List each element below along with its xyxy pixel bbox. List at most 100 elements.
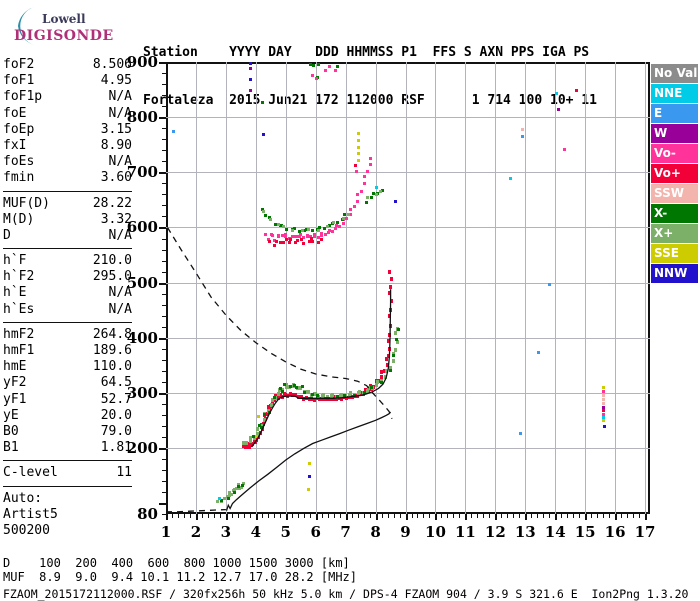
echo-point-F-trace-O-mode [386, 353, 390, 358]
echo-point-second-hop-O-pink [368, 157, 372, 161]
parameter-value: 28.22 [92, 195, 132, 211]
x-minor-tick [543, 514, 545, 518]
noise-echo-point [602, 408, 606, 412]
echo-point-F-trace-O-mode [390, 299, 394, 304]
x-minor-tick [477, 514, 479, 518]
echo-point-F-trace-O-mode [384, 357, 388, 362]
echo-point-F-trace-X-mode-dark [311, 393, 314, 397]
noise-echo-point [602, 412, 606, 416]
gridline-horizontal [166, 392, 650, 394]
echo-point-F-trace-X-mode [331, 393, 335, 398]
parameter-value: 1.81 [100, 440, 132, 456]
x-minor-tick [219, 514, 221, 518]
parameter-label: C-level [3, 465, 58, 481]
echo-point-second-hop-O-pink [356, 193, 360, 197]
x-axis-tick-label: 7 [340, 523, 351, 541]
noise-echo-point [356, 132, 360, 136]
x-minor-tick [369, 514, 371, 518]
x-minor-tick [189, 514, 191, 518]
parameter-label: foF1p [3, 89, 43, 105]
x-minor-tick [261, 514, 263, 518]
parameter-row-hmf2: hmF2 264.8 [3, 327, 132, 343]
noise-echo-point [520, 127, 524, 131]
x-minor-tick [267, 514, 269, 518]
x-major-tick [525, 514, 528, 520]
noise-echo-point [602, 397, 606, 401]
x-minor-tick [207, 514, 209, 518]
noise-echo-point [261, 133, 265, 137]
echo-point-F-trace-X-mode-dark [370, 385, 374, 389]
parameter-value: 189.6 [92, 343, 132, 358]
digisonde-logo: Lowell DIGISONDE [4, 4, 124, 50]
legend-item-x: X- [651, 204, 698, 223]
gridline-horizontal [166, 337, 650, 339]
echo-point-second-hop-O-pink [363, 174, 367, 178]
echo-point-second-hop-O-pink [338, 224, 342, 228]
y-minor-tick [162, 315, 166, 317]
autoscaling-info-line: Artist5 [3, 506, 58, 522]
y-major-tick [159, 282, 166, 285]
noise-echo-point [374, 186, 378, 190]
gridline-horizontal [166, 117, 650, 119]
noise-echo-point [256, 414, 260, 418]
echo-point-second-hop-X-dark [264, 213, 268, 217]
echo-point-second-hop-X-dark [310, 229, 314, 233]
echo-point-second-hop-O-red [316, 240, 320, 244]
echo-point-second-hop-X-dark [268, 216, 272, 220]
x-minor-tick [621, 514, 623, 518]
echo-point-second-hop-X-dark [370, 195, 374, 199]
y-minor-tick [162, 304, 166, 306]
parameter-label: M(D) [3, 211, 35, 227]
x-major-tick [465, 514, 468, 520]
panel-divider [3, 248, 132, 250]
gridline-vertical [375, 62, 377, 514]
echo-point-F-trace-X-mode [263, 418, 267, 423]
gridline-vertical [555, 62, 557, 514]
y-minor-tick [162, 370, 166, 372]
noise-echo-point [519, 432, 523, 436]
echo-point-second-hop-X-light [341, 217, 345, 221]
y-minor-tick [162, 249, 166, 251]
echo-point-second-hop-O-pink [298, 232, 302, 236]
x-minor-tick [339, 514, 341, 518]
noise-echo-point [520, 134, 524, 138]
echo-point-second-hop-O-red [296, 239, 300, 243]
legend-item-nnw: NNW [651, 264, 698, 283]
echo-point-F-trace-O-mode [387, 314, 391, 319]
file-info-line: FZAOM_2015172112000.RSF / 320fx256h 50 k… [3, 587, 689, 601]
echo-point-second-hop-X-dark [261, 208, 265, 212]
y-axis-tick-label: 800 [126, 108, 158, 127]
panel-divider [3, 321, 132, 323]
parameter-value: N/A [108, 301, 132, 317]
y-minor-tick [162, 84, 166, 86]
echo-point-F-trace-X-mode-dark [267, 410, 271, 414]
x-minor-tick [639, 514, 641, 518]
noise-echo-point [394, 200, 398, 204]
x-major-tick [195, 514, 198, 520]
echo-point-E-region-echoes-dark [240, 483, 244, 487]
x-minor-tick [603, 514, 605, 518]
x-minor-tick [447, 514, 449, 518]
x-minor-tick [513, 514, 515, 518]
parameter-label: fmin [3, 170, 35, 186]
parameter-row-fxi: fxI 8.90 [3, 138, 132, 154]
x-minor-tick [177, 514, 179, 518]
legend-item-noval: No Val [651, 64, 698, 83]
x-minor-tick [567, 514, 569, 518]
noise-echo-point [255, 435, 259, 439]
echo-point-F-trace-X-mode-dark [391, 353, 395, 357]
echo-point-F-trace-X-mode-dark [396, 328, 400, 332]
x-minor-tick [351, 514, 353, 518]
noise-echo-point [602, 401, 606, 405]
parameter-value: 79.0 [100, 423, 132, 439]
parameter-label: h`E [3, 285, 27, 301]
echo-point-second-hop-O-pink [355, 199, 359, 203]
x-axis-tick-label: 14 [544, 523, 566, 541]
legend-item-e: E [651, 104, 698, 123]
x-minor-tick [471, 514, 473, 518]
echo-point-second-hop-O-pink [330, 229, 334, 233]
noise-echo-point [556, 108, 560, 112]
parameter-row-fmin: fmin 3.60 [3, 170, 132, 186]
x-minor-tick [597, 514, 599, 518]
